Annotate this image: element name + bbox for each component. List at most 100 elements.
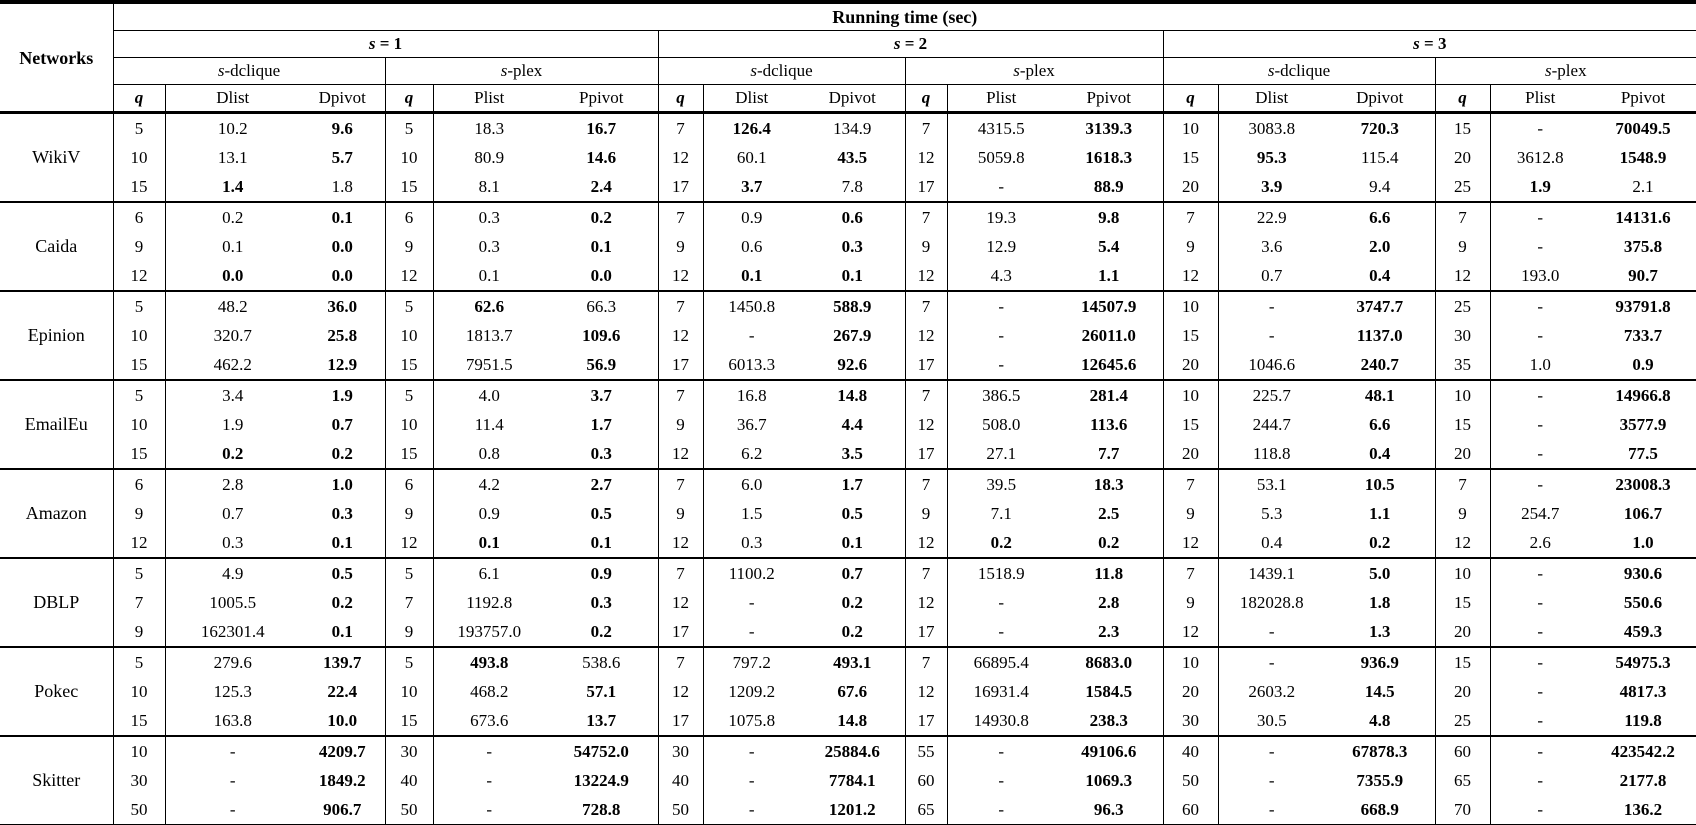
q-value-cell: 12 [904, 677, 947, 706]
time-value-cell: 66.3 [545, 290, 658, 321]
time-value-cell: 6.1 [432, 557, 545, 588]
q-value-cell: 12 [1162, 261, 1218, 291]
q-value-cell: 10 [1162, 646, 1218, 677]
network-name: Pokec [0, 646, 113, 736]
time-value-cell: 797.2 [702, 646, 800, 677]
q-value-cell: 12 [1162, 617, 1218, 647]
q-value-cell: 17 [904, 706, 947, 736]
networks-header: Networks [19, 47, 94, 68]
time-value-cell: 11.4 [432, 410, 545, 439]
q-value-cell: 12 [657, 528, 703, 558]
time-value-cell: 1.8 [1369, 593, 1391, 612]
time-value-cell: 8.1 [432, 172, 545, 202]
time-value-cell: 2.6 [1489, 528, 1590, 558]
time-value-cell: 267.9 [833, 326, 872, 345]
time-value-cell: 4.9 [164, 557, 300, 588]
q-value-cell: 6 [112, 468, 165, 499]
time-value-cell: 115.4 [1360, 148, 1399, 167]
q-value-cell: 17 [904, 172, 947, 202]
q-value-cell: 6 [112, 201, 165, 232]
time-value-cell: 1813.7 [432, 321, 545, 350]
time-value-cell: 0.2 [590, 622, 612, 641]
time-value-cell: 125.3 [164, 677, 300, 706]
q-value-cell: 12 [904, 588, 947, 617]
q-value-cell: 7 [904, 201, 947, 232]
q-value-cell: 15 [384, 172, 433, 202]
time-value-cell: 4.2 [432, 468, 545, 499]
q-value-cell: 5 [384, 112, 433, 143]
q-value-cell: 30 [1162, 706, 1218, 736]
time-value-cell: 0.3 [590, 593, 612, 612]
time-value-cell: 238.3 [1089, 711, 1128, 730]
time-value-cell: 1.5 [702, 499, 800, 528]
network-name: Caida [0, 201, 113, 291]
q-value-cell: 9 [904, 499, 947, 528]
network-group-row: Pokec 5 279.6 139.7 5 493.8 538.6 7 797.2 493.1 7 6… [0, 646, 1696, 736]
time-value-cell: 508.0 [946, 410, 1055, 439]
time-value-cell: 225.7 [1217, 379, 1325, 410]
time-value-cell: 106.7 [1623, 504, 1663, 523]
time-value-cell: - [1217, 646, 1325, 677]
q-value-cell: 50 [112, 795, 165, 825]
time-value-cell: 5.7 [331, 148, 353, 167]
time-value-cell: 1548.9 [1619, 148, 1667, 167]
time-value-cell: 386.5 [946, 379, 1055, 410]
q-value-cell: 12 [904, 321, 947, 350]
time-value-cell: 139.7 [300, 646, 385, 677]
q-value-cell: 12 [904, 143, 947, 172]
q-value-cell: 15 [112, 350, 165, 380]
time-value-cell: 77.5 [1628, 444, 1658, 463]
q-value-cell: 12 [657, 261, 703, 291]
time-value-cell: - [164, 795, 300, 825]
time-value-cell: 0.2 [164, 439, 300, 469]
q-column-header: q [1162, 84, 1218, 113]
time-value-cell: 468.2 [432, 677, 545, 706]
time-value-cell: 9.8 [1055, 201, 1163, 232]
time-value-cell: 0.2 [1098, 533, 1120, 552]
time-value-cell: - [432, 766, 545, 795]
q-value-cell: 12 [657, 439, 703, 469]
time-value-cell: 1450.8 [702, 290, 800, 321]
q-value-cell: 7 [1162, 557, 1218, 588]
time-value-cell: 1584.5 [1085, 682, 1133, 701]
time-value-cell: 7355.9 [1356, 771, 1404, 790]
time-value-cell: 668.9 [1360, 800, 1399, 819]
q-value-cell: 15 [1162, 143, 1218, 172]
q-value-cell: 12 [657, 321, 703, 350]
q-value-cell: 20 [1162, 439, 1218, 469]
time-value-cell: 0.3 [331, 504, 353, 523]
time-value-cell: 0.2 [841, 593, 863, 612]
time-value-cell: 70049.5 [1615, 119, 1671, 138]
time-value-cell: 4817.3 [1619, 682, 1667, 701]
q-value-cell: 5 [112, 112, 165, 143]
time-value-cell: - [164, 766, 300, 795]
time-value-cell: 1069.3 [1085, 771, 1133, 790]
time-value-cell: 16.7 [586, 119, 617, 138]
q-value-cell: 12 [112, 528, 165, 558]
time-value-cell: 43.5 [837, 148, 868, 167]
time-value-cell: - [1217, 766, 1325, 795]
time-value-cell: 3.9 [1217, 172, 1325, 202]
time-value-cell: 109.6 [582, 326, 621, 345]
time-value-cell: 254.7 [1489, 499, 1590, 528]
time-value-cell: 7.7 [1098, 444, 1120, 463]
q-value-cell: 10 [1162, 290, 1218, 321]
time-value-cell: 60.1 [702, 143, 800, 172]
time-value-cell: 13224.9 [573, 771, 629, 790]
time-value-cell: 67878.3 [1325, 735, 1435, 766]
q-value-cell: 7 [904, 557, 947, 588]
time-value-cell: 0.9 [1632, 355, 1654, 374]
q-value-cell: 60 [1434, 735, 1490, 766]
time-value-cell: 9.4 [1369, 177, 1391, 196]
q-value-cell: 9 [112, 499, 165, 528]
q-value-cell: 7 [904, 112, 947, 143]
time-value-cell: 2.4 [590, 177, 612, 196]
time-value-cell: 281.4 [1055, 379, 1163, 410]
time-value-cell: 0.4 [1369, 266, 1391, 285]
time-value-cell: 57.1 [586, 682, 617, 701]
time-value-cell: 136.2 [1623, 800, 1663, 819]
time-value-cell: 0.1 [331, 622, 353, 641]
time-value-cell: 493.1 [800, 646, 905, 677]
q-value-cell: 40 [1162, 735, 1218, 766]
